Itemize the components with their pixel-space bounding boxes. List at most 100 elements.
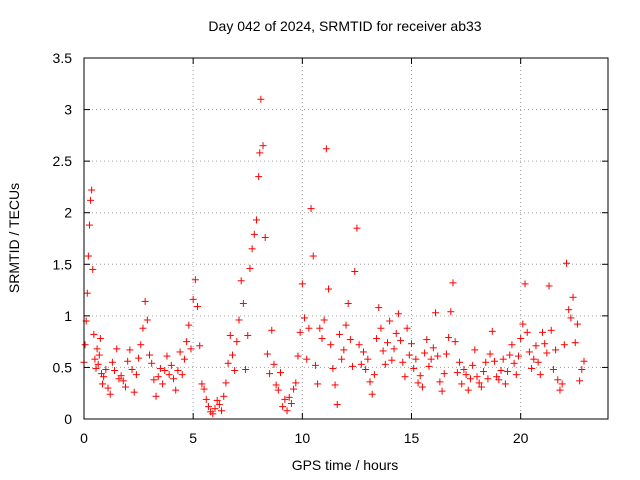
data-point (353, 224, 361, 232)
data-point (567, 314, 575, 322)
data-point (174, 367, 182, 375)
data-point (410, 364, 418, 372)
data-point (106, 390, 114, 398)
data-point (256, 149, 264, 157)
data-point (458, 380, 466, 388)
data-point (226, 331, 234, 339)
chart-title: Day 042 of 2024, SRMTID for receiver ab3… (208, 18, 481, 34)
data-point (523, 328, 531, 336)
data-point (375, 304, 383, 312)
data-point (427, 355, 435, 363)
data-point (408, 340, 415, 348)
data-point (202, 395, 210, 403)
data-point (530, 355, 538, 363)
data-point (506, 351, 514, 359)
data-point (252, 216, 260, 224)
plot-frame (83, 57, 609, 420)
data-point (261, 233, 269, 241)
data-point (514, 352, 522, 360)
data-point (218, 407, 226, 415)
data-point (340, 346, 348, 354)
data-point (305, 324, 313, 332)
grid-lines (84, 58, 608, 419)
data-point (231, 367, 239, 375)
data-point (270, 360, 278, 368)
data-point (488, 327, 496, 335)
data-point (525, 348, 533, 356)
data-point (165, 371, 173, 379)
data-point (342, 321, 350, 329)
data-point (137, 341, 145, 349)
data-point (403, 324, 411, 332)
data-point (453, 369, 461, 377)
data-point (534, 358, 542, 366)
data-point (298, 280, 306, 288)
data-point (320, 316, 328, 324)
data-point (388, 356, 396, 364)
data-point (274, 386, 282, 394)
data-point (222, 379, 230, 387)
data-point (185, 321, 193, 329)
data-point (464, 386, 472, 394)
data-point (99, 380, 107, 388)
tick-labels: 0 5 10 15 20 0 0.5 1 1.5 2 2.5 3 3.5 (53, 50, 529, 446)
data-point (508, 341, 516, 349)
data-point (438, 387, 446, 395)
data-point (128, 365, 136, 373)
data-point (277, 369, 284, 377)
data-point (541, 340, 549, 348)
data-point (121, 383, 129, 391)
data-point (200, 385, 208, 393)
data-point (198, 380, 206, 388)
data-point (471, 346, 479, 354)
data-point (499, 355, 507, 363)
data-point (176, 348, 184, 356)
data-point (156, 364, 164, 372)
data-point (141, 297, 149, 305)
data-point (416, 372, 424, 380)
data-point (220, 392, 228, 400)
data-point (100, 373, 108, 381)
data-point (287, 400, 295, 408)
data-point (366, 378, 374, 386)
data-point (445, 334, 453, 342)
data-point (532, 342, 540, 350)
data-point (397, 337, 405, 345)
data-point (447, 308, 455, 316)
data-point (545, 282, 553, 290)
data-point (386, 317, 394, 325)
data-point (373, 335, 381, 343)
data-point (130, 388, 138, 396)
data-point (194, 303, 202, 311)
x-tick-label: 10 (295, 430, 311, 446)
data-point (91, 355, 99, 363)
data-point (381, 360, 389, 368)
x-tick-label: 15 (404, 430, 420, 446)
data-point (543, 349, 551, 357)
data-point (528, 364, 536, 372)
data-point (81, 341, 89, 349)
data-point (558, 380, 566, 388)
data-point (259, 142, 267, 150)
data-point (187, 345, 195, 353)
data-point (294, 352, 302, 360)
data-point (469, 361, 477, 369)
data-point (104, 384, 112, 392)
data-point (421, 349, 429, 357)
data-point (432, 309, 440, 317)
data-point (563, 259, 571, 267)
data-point (521, 280, 529, 288)
data-point (268, 326, 276, 334)
data-point (119, 377, 127, 385)
data-point (504, 368, 512, 376)
data-point (183, 338, 191, 346)
data-point (451, 338, 459, 346)
data-point (554, 376, 562, 384)
data-point (318, 335, 326, 343)
data-point (359, 348, 367, 356)
data-point (327, 341, 335, 349)
data-point (111, 367, 119, 375)
data-point (139, 324, 147, 332)
data-point (412, 355, 420, 363)
data-point (486, 350, 494, 358)
